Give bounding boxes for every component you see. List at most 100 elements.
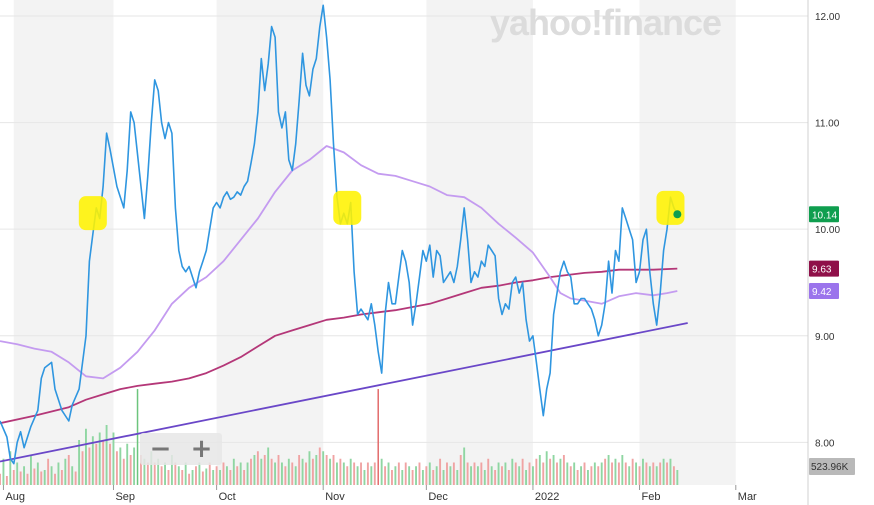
volume-bar (274, 463, 276, 486)
volume-bar (415, 466, 417, 485)
volume-bar (284, 466, 286, 485)
volume-bar (529, 463, 531, 486)
zoom-in-button[interactable]: + (181, 433, 222, 465)
volume-bar (645, 463, 647, 486)
volume-bar (0, 474, 1, 485)
x-tick-label: Mar (738, 491, 757, 503)
y-tick-label: 9.00 (815, 332, 835, 343)
volume-bar (656, 466, 658, 485)
volume-bar (174, 463, 176, 486)
volume-tag-label: 523.96K (811, 462, 849, 473)
volume-bar (621, 455, 623, 485)
volume-bar (205, 469, 207, 486)
volume-bar (460, 455, 462, 485)
volume-bar (64, 459, 66, 485)
volume-bar (209, 463, 211, 486)
volume-bar (243, 470, 245, 485)
volume-bar (253, 455, 255, 485)
volume-bar (44, 470, 46, 485)
volume-bar (88, 448, 90, 486)
volume-bar (212, 470, 214, 485)
volume-bar (601, 463, 603, 486)
volume-bar (20, 472, 22, 486)
volume-bar (597, 466, 599, 485)
volume-bar (27, 474, 29, 485)
volume-bar (102, 440, 104, 485)
volume-bar (615, 459, 617, 485)
volume-bar (250, 459, 252, 485)
volume-bar (229, 470, 231, 485)
volume-bar (154, 463, 156, 486)
volume-bar (625, 463, 627, 486)
volume-bar (676, 470, 678, 485)
zoom-control: − + (140, 433, 222, 465)
highlight-marks (79, 191, 685, 230)
volume-bar (639, 466, 641, 485)
volume-bar (223, 463, 225, 486)
volume-bar (553, 455, 555, 485)
volume-bar (670, 459, 672, 485)
volume-bar (608, 455, 610, 485)
volume-bar (405, 463, 407, 486)
volume-bar (401, 470, 403, 485)
price-tag-label: 10.14 (812, 210, 837, 221)
volume-bar (133, 448, 135, 486)
volume-bar (446, 463, 448, 486)
volume-bar (130, 455, 132, 485)
volume-bar (315, 455, 317, 485)
volume-bar (511, 459, 513, 485)
volume-bar (632, 459, 634, 485)
volume-bar (652, 463, 654, 486)
zoom-out-button[interactable]: − (140, 433, 181, 465)
volume-bar (291, 463, 293, 486)
volume-bar (161, 466, 163, 485)
volume-bar (106, 425, 108, 485)
volume-bar (202, 472, 204, 486)
volume-bar (436, 466, 438, 485)
x-tick-label: Aug (5, 491, 25, 503)
x-tick-label: Sep (115, 491, 135, 503)
volume-bar (95, 444, 97, 485)
volume-bar (339, 459, 341, 485)
highlight-mark (333, 191, 361, 225)
volume-bar (504, 463, 506, 486)
volume-bar (298, 455, 300, 485)
x-tick-label: 2022 (535, 491, 559, 503)
volume-bar (168, 470, 170, 485)
volume-bar (549, 459, 551, 485)
volume-bar (6, 476, 8, 485)
highlight-mark (656, 191, 684, 225)
volume-bar (54, 474, 56, 485)
volume-bar (522, 459, 524, 485)
volume-bar (195, 466, 197, 485)
volume-bar (240, 463, 242, 486)
volume-bar (484, 470, 486, 485)
month-band (640, 0, 736, 485)
volume-bar (542, 463, 544, 486)
volume-bar (47, 459, 49, 485)
volume-bar (663, 459, 665, 485)
volume-bar (23, 466, 25, 485)
y-tick-label: 12.00 (815, 12, 840, 23)
volume-bar (305, 463, 307, 486)
volume-bar (85, 429, 87, 485)
volume-bar (408, 466, 410, 485)
volume-bar (181, 470, 183, 485)
volume-bar (367, 463, 369, 486)
volume-bar (357, 466, 359, 485)
shaded-month-bands (14, 0, 736, 485)
volume-bar (535, 459, 537, 485)
volume-bar (281, 463, 283, 486)
y-tick-label: 11.00 (815, 119, 840, 130)
volume-bar (51, 466, 53, 485)
volume-bar (587, 470, 589, 485)
volume-bar (570, 466, 572, 485)
volume-bar (37, 463, 39, 486)
volume-bar (302, 459, 304, 485)
volume-bar (649, 466, 651, 485)
volume-bar (474, 463, 476, 486)
volume-bar (573, 463, 575, 486)
volume-bar (123, 459, 125, 485)
volume-bar (642, 459, 644, 485)
